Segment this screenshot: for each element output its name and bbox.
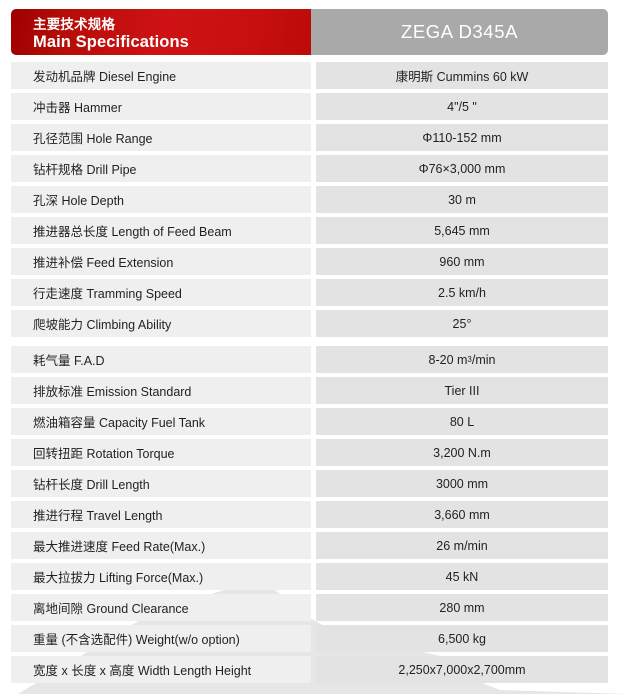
spec-value-cell: 8-20 m 3/min	[316, 346, 608, 373]
table-row: 回转扭距 Rotation Torque 3,200 N.m	[11, 439, 608, 466]
table-row: 孔深 Hole Depth 30 m	[11, 186, 608, 213]
table-row: 最大拉拔力 Lifting Force(Max.) 45 kN	[11, 563, 608, 590]
spec-value-cell: 80 L	[316, 408, 608, 435]
table-row: 宽度 x 长度 x 高度 Width Length Height 2,250x7,…	[11, 656, 608, 683]
spec-label-cell: 钻杆规格 Drill Pipe	[11, 155, 311, 182]
spec-value-cell: 6,500 kg	[316, 625, 608, 652]
spec-value-cell: 2.5 km/h	[316, 279, 608, 306]
table-header: 主要技术规格 Main Specifications ZEGA D345A	[11, 9, 608, 55]
table-row: 推进器总长度 Length of Feed Beam 5,645 mm	[11, 217, 608, 244]
table-row: 燃油箱容量 Capacity Fuel Tank 80 L	[11, 408, 608, 435]
table-row: 离地间隙 Ground Clearance 280 mm	[11, 594, 608, 621]
spec-value-cell: Φ110-152 mm	[316, 124, 608, 151]
header-model-cell: ZEGA D345A	[311, 9, 608, 55]
spec-value-cell: 30 m	[316, 186, 608, 213]
table-row: 钻杆长度 Drill Length 3000 mm	[11, 470, 608, 497]
table-row: 重量 (不含选配件) Weight(w/o option) 6,500 kg	[11, 625, 608, 652]
spec-value-cell: Tier III	[316, 377, 608, 404]
spec-value-cell: 康明斯 Cummins 60 kW	[316, 62, 608, 89]
table-row: 发动机品牌 Diesel Engine 康明斯 Cummins 60 kW	[11, 62, 608, 89]
spec-label-cell: 宽度 x 长度 x 高度 Width Length Height	[11, 656, 311, 683]
header-title-english: Main Specifications	[33, 33, 189, 51]
table-row: 最大推进速度 Feed Rate(Max.) 26 m/min	[11, 532, 608, 559]
spec-value-cell: 26 m/min	[316, 532, 608, 559]
table-row: 推进补偿 Feed Extension 960 mm	[11, 248, 608, 275]
spec-label-cell: 耗气量 F.A.D	[11, 346, 311, 373]
spec-label-cell: 排放标准 Emission Standard	[11, 377, 311, 404]
spec-label-cell: 孔径范围 Hole Range	[11, 124, 311, 151]
spec-label-cell: 钻杆长度 Drill Length	[11, 470, 311, 497]
spec-label-cell: 孔深 Hole Depth	[11, 186, 311, 213]
table-row: 行走速度 Tramming Speed 2.5 km/h	[11, 279, 608, 306]
spec-value-cell: Φ76×3,000 mm	[316, 155, 608, 182]
spec-value-cell: 3,660 mm	[316, 501, 608, 528]
header-title-chinese: 主要技术规格	[33, 17, 116, 32]
spec-value-cell: 2,250x7,000x2,700mm	[316, 656, 608, 683]
spec-label-cell: 推进补偿 Feed Extension	[11, 248, 311, 275]
header-title-cell: 主要技术规格 Main Specifications	[11, 9, 311, 55]
spec-label-cell: 燃油箱容量 Capacity Fuel Tank	[11, 408, 311, 435]
spec-value-cell: 3,200 N.m	[316, 439, 608, 466]
spec-label-cell: 推进行程 Travel Length	[11, 501, 311, 528]
spec-label-cell: 爬坡能力 Climbing Ability	[11, 310, 311, 337]
spec-label-cell: 最大拉拔力 Lifting Force(Max.)	[11, 563, 311, 590]
spec-label-cell: 最大推进速度 Feed Rate(Max.)	[11, 532, 311, 559]
spec-value-cell: 5,645 mm	[316, 217, 608, 244]
spec-label-cell: 推进器总长度 Length of Feed Beam	[11, 217, 311, 244]
spec-value-cell: 960 mm	[316, 248, 608, 275]
table-row: 排放标准 Emission Standard Tier III	[11, 377, 608, 404]
spec-value-cell: 25°	[316, 310, 608, 337]
table-row: 钻杆规格 Drill Pipe Φ76×3,000 mm	[11, 155, 608, 182]
table-row: 冲击器 Hammer 4"/5 "	[11, 93, 608, 120]
spec-label-cell: 重量 (不含选配件) Weight(w/o option)	[11, 625, 311, 652]
spec-value-cell: 280 mm	[316, 594, 608, 621]
spec-label-cell: 行走速度 Tramming Speed	[11, 279, 311, 306]
spec-value-cell: 3000 mm	[316, 470, 608, 497]
table-row: 孔径范围 Hole Range Φ110-152 mm	[11, 124, 608, 151]
spec-value-cell: 4"/5 "	[316, 93, 608, 120]
spec-value-cell: 45 kN	[316, 563, 608, 590]
specification-rows: 发动机品牌 Diesel Engine 康明斯 Cummins 60 kW 冲击器 …	[11, 62, 608, 687]
table-row: 推进行程 Travel Length 3,660 mm	[11, 501, 608, 528]
table-row: 耗气量 F.A.D 8-20 m 3/min	[11, 346, 608, 373]
spec-label-cell: 冲击器 Hammer	[11, 93, 311, 120]
spec-label-cell: 回转扭距 Rotation Torque	[11, 439, 311, 466]
spec-label-cell: 发动机品牌 Diesel Engine	[11, 62, 311, 89]
table-row: 爬坡能力 Climbing Ability 25°	[11, 310, 608, 337]
spec-label-cell: 离地间隙 Ground Clearance	[11, 594, 311, 621]
